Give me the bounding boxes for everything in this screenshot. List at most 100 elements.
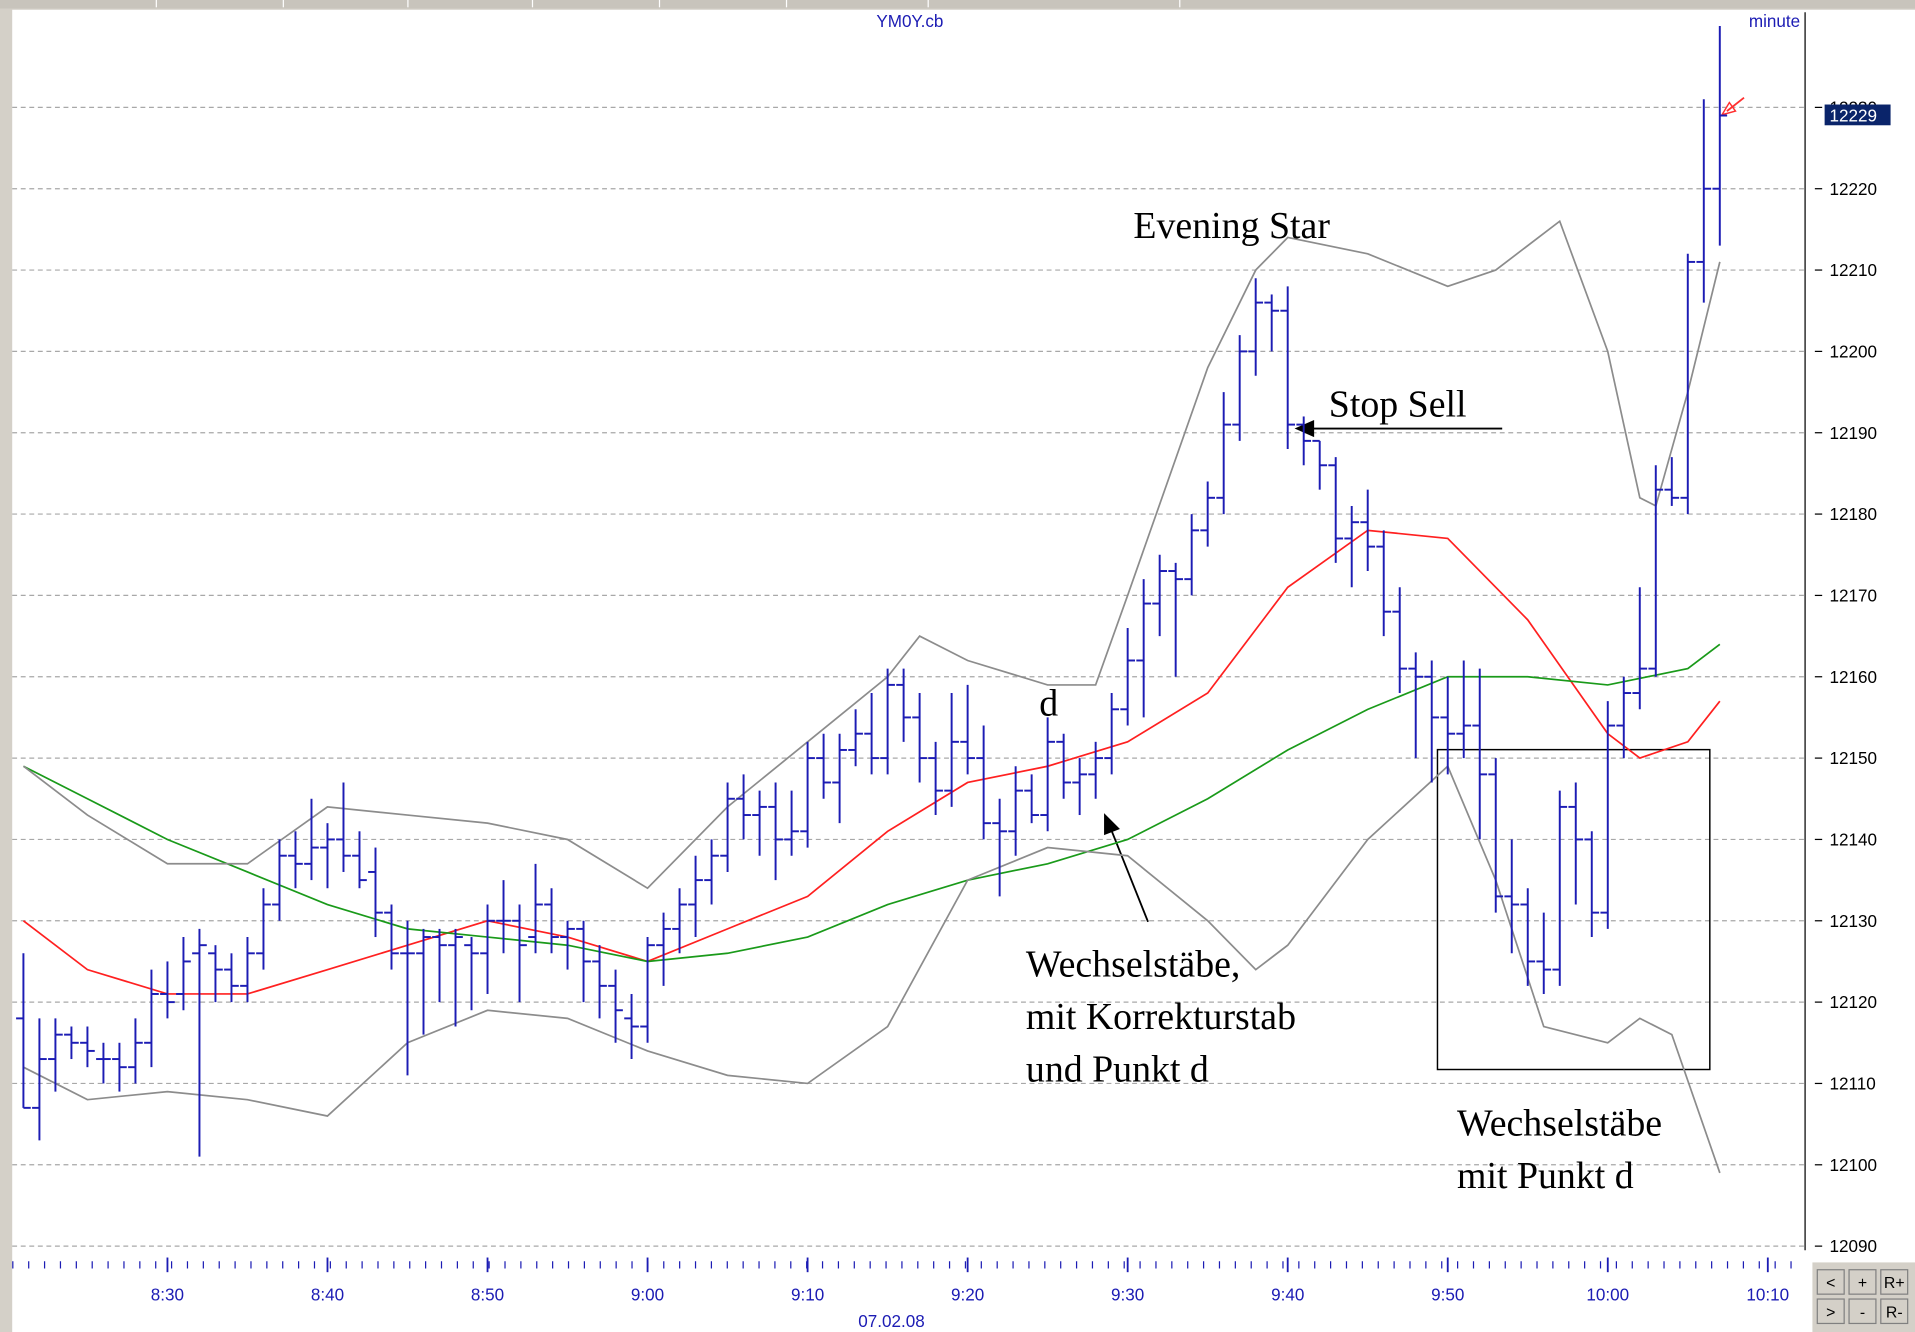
ohlc-bar [1648,465,1664,677]
ohlc-bar [1712,26,1728,246]
ohlc-bar [608,969,623,1043]
ohlc-bar [224,953,239,1003]
ohlc-bar [800,741,815,848]
nav-button[interactable]: > [1816,1298,1845,1325]
toolbar-separators [155,0,1181,8]
ohlc-bar [32,1018,47,1141]
ohlc-bar [160,961,175,1019]
ohlc-bar [752,790,767,856]
ohlc-bar [448,928,463,1027]
nav-button[interactable]: - [1848,1298,1877,1325]
plot-background [12,9,1915,1332]
ohlc-bar [256,888,271,970]
y-tick-label: 12170 [1830,587,1878,606]
ohlc-bar [384,904,399,970]
ohlc-bar [1040,717,1055,832]
ohlc-bar [896,668,911,742]
ohlc-bar [880,668,895,775]
chart-title: YM0Y.cb [876,12,943,31]
ohlc-bar [96,1042,111,1084]
ohlc-bar [1392,587,1408,694]
nav-button-face [1816,1269,1845,1295]
ohlc-bar [1536,912,1552,994]
annotation: Wechselstäbe, [1026,944,1241,986]
ohlc-bar [976,725,991,840]
x-tick-label: 9:40 [1271,1285,1304,1304]
ohlc-bar [416,928,431,1035]
nav-button[interactable]: < [1816,1269,1845,1295]
nav-button[interactable]: + [1848,1269,1877,1295]
ohlc-bar [1344,505,1360,588]
ohlc-bar [320,823,335,889]
indicator-line [22,219,1721,890]
nav-button-face [1816,1298,1845,1325]
ohlc-bar [1600,701,1616,929]
nav-button-label: R+ [1884,1275,1905,1292]
last-price-label: 12229 [1830,107,1878,126]
ohlc-bar [624,993,639,1060]
ohlc-bar [144,969,159,1068]
nav-button[interactable]: R+ [1880,1269,1909,1295]
ohlc-bar [784,790,799,856]
last-price-arrow [1720,96,1745,116]
nav-button-face [1880,1298,1909,1325]
ohlc-bar [1200,481,1216,547]
nav-button[interactable]: R- [1880,1298,1909,1325]
ohlc-bar [272,839,287,921]
ohlc-bar [992,798,1007,897]
ohlc-bar [1232,335,1248,441]
highlight-box [1436,748,1711,1071]
ohlc-bar [656,912,671,986]
ohlc-bar [176,937,191,1011]
ohlc-bar [192,928,207,1157]
ohlc-bar [240,937,255,1003]
ohlc-bar [1568,782,1584,905]
nav-button-label: + [1858,1275,1867,1292]
ohlc-bar [1696,99,1712,303]
ohlc-bar [1312,439,1328,490]
ohlc-bar [400,920,415,1076]
ohlc-bar [768,782,783,881]
ohlc-bar [1168,562,1184,677]
indicator-line [23,764,1721,1174]
ohlc-bar [336,782,351,872]
ohlc-bar [16,953,31,1109]
ohlc-bar [1488,758,1504,913]
ohlc-bar [1008,766,1023,856]
ohlc-bar [832,733,847,824]
ohlc-bar [528,863,543,954]
ohlc-bar [1424,660,1440,783]
y-tick-label: 12190 [1830,424,1878,443]
ohlc-bar [1632,587,1648,710]
ohlc-bar [368,847,383,938]
ohlc-bar [112,1042,127,1092]
ohlc-bar [944,693,959,807]
ohlc-bar [576,920,591,1003]
annotation: mit Punkt d [1457,1155,1634,1197]
ohlc-bar [1296,416,1312,466]
y-tick-label: 12090 [1830,1237,1878,1256]
y-tick-label: 12100 [1830,1156,1878,1175]
x-tick-label: 8:40 [311,1285,344,1304]
nav-button-face [1848,1269,1877,1295]
nav-button-label: > [1826,1304,1835,1321]
y-tick-label: 12220 [1830,180,1878,199]
y-tick-label: 12120 [1830,993,1878,1012]
ohlc-bar [1616,676,1632,759]
ohlc-bar [304,798,319,881]
ohlc-bar [496,880,511,954]
x-tick-label: 9:50 [1431,1285,1464,1304]
x-tick-label: 10:10 [1746,1285,1789,1304]
x-tick-label: 8:30 [151,1285,184,1304]
interval-label: minute [1749,12,1800,31]
ohlc-bar [1152,554,1168,637]
ohlc-bar [1376,530,1392,637]
ohlc-bar [1360,489,1376,572]
x-tick-label: 9:20 [951,1285,984,1304]
annotation: Stop Sell [1329,383,1467,425]
x-tick-label: 9:00 [631,1285,664,1304]
ohlc-bar [592,945,607,1019]
ohlc-bar [432,928,447,1003]
